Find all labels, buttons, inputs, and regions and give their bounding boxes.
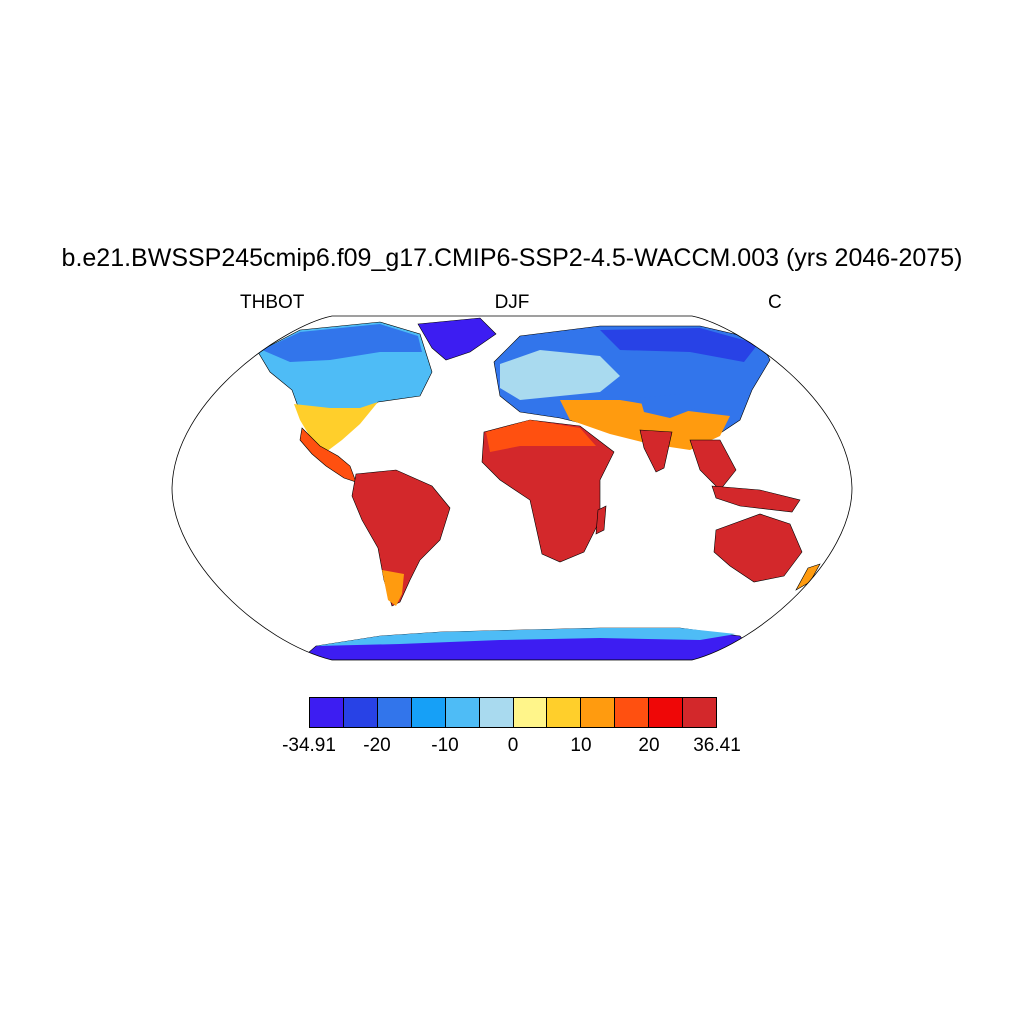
land-north-america-south <box>294 402 378 452</box>
land-southeast-asia <box>689 439 737 491</box>
variable-label: THBOT <box>240 292 305 313</box>
colorbar-tick-label: -34.91 <box>282 735 336 756</box>
colorbar-tick-label: 36.41 <box>693 735 741 756</box>
colorbar-tick-label: 0 <box>507 735 519 756</box>
season-label: DJF <box>494 292 530 313</box>
colorbar-cell <box>581 698 616 727</box>
colorbar-cell <box>513 698 548 727</box>
land-new-zealand <box>795 563 821 591</box>
land-south-america <box>351 469 451 607</box>
colorbar-cell <box>615 698 650 727</box>
colorbar-tick-label: -10 <box>431 735 459 756</box>
land-india <box>639 429 673 473</box>
colorbar <box>309 697 717 728</box>
land-sahara-north <box>486 420 596 452</box>
land-tibet <box>640 394 696 418</box>
land-australia <box>713 513 803 583</box>
colorbar-cell <box>310 698 344 727</box>
units-label: C <box>768 292 782 313</box>
colorbar-cell <box>377 698 412 727</box>
colorbar-cell <box>411 698 446 727</box>
colorbar-cell <box>445 698 480 727</box>
colorbar-tick-label: 10 <box>570 735 592 756</box>
colorbar-tick-label: -20 <box>363 735 391 756</box>
colorbar-cell <box>649 698 684 727</box>
figure-title: b.e21.BWSSP245cmip6.f09_g17.CMIP6-SSP2-4… <box>61 244 963 272</box>
colorbar-cell <box>343 698 378 727</box>
colorbar-cell <box>479 698 514 727</box>
colorbar-cell <box>547 698 582 727</box>
land-central-america <box>299 427 357 483</box>
land-europe <box>500 350 620 400</box>
land-madagascar <box>595 505 607 535</box>
map-outline <box>171 315 853 661</box>
land-north-america-north <box>262 324 422 362</box>
colorbar-tick-label: 20 <box>638 735 660 756</box>
land-greenland <box>417 317 497 361</box>
land-south-asia <box>560 400 730 450</box>
land-indonesia <box>711 485 801 513</box>
land-africa <box>481 419 615 563</box>
colorbar-cell <box>683 698 717 727</box>
land-patagonia <box>382 570 404 606</box>
land-antarctica-edge <box>316 628 736 646</box>
land-siberia-north <box>600 328 758 362</box>
